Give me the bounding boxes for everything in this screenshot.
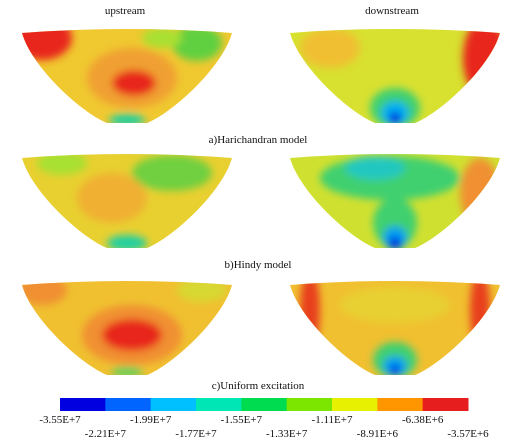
- caption: c)Uniform excitation: [212, 380, 305, 392]
- colorbar-label: -1.77E+7: [175, 428, 217, 440]
- colorbar-label: -1.11E+7: [312, 414, 353, 426]
- colorbar-segment: [151, 398, 197, 411]
- colorbar-label: -8.91E+6: [357, 428, 399, 440]
- contour-plot: [290, 270, 500, 380]
- colorbar: -3.55E+7 -2.21E+7-1.99E+7-1.77E+7 -1.55E+7…: [39, 398, 489, 440]
- colorbar-label: -1.33E+7: [266, 428, 308, 440]
- colorbar-segment: [60, 398, 106, 411]
- figure: upstream downstream: [0, 0, 516, 443]
- colorbar-segment: [423, 398, 469, 411]
- colorbar-label: -1.55E+7: [221, 414, 263, 426]
- contour-plot: [12, 16, 232, 128]
- column-header: downstream: [365, 5, 419, 17]
- column-header: upstream: [105, 5, 146, 17]
- colorbar-label: -6.38E+6: [402, 414, 444, 426]
- colorbar-segment: [105, 398, 151, 411]
- contour-plot: [17, 275, 232, 380]
- contour-plot: [290, 18, 507, 128]
- colorbar-label: -1.99E+7: [130, 414, 172, 426]
- colorbar-label: -3.55E+7: [39, 414, 81, 426]
- colorbar-segment: [241, 398, 287, 411]
- colorbar-label: -3.57E+6: [447, 428, 489, 440]
- caption: a)Harichandran model: [209, 134, 308, 146]
- colorbar-segment: [332, 398, 378, 411]
- colorbar-label: -2.21E+7: [85, 428, 127, 440]
- contour-plot: [290, 153, 500, 253]
- caption: b)Hindy model: [225, 259, 292, 271]
- colorbar-segment: [196, 398, 242, 411]
- colorbar-segment: [287, 398, 333, 411]
- colorbar-segment: [377, 398, 423, 411]
- contour-plot: [22, 151, 232, 253]
